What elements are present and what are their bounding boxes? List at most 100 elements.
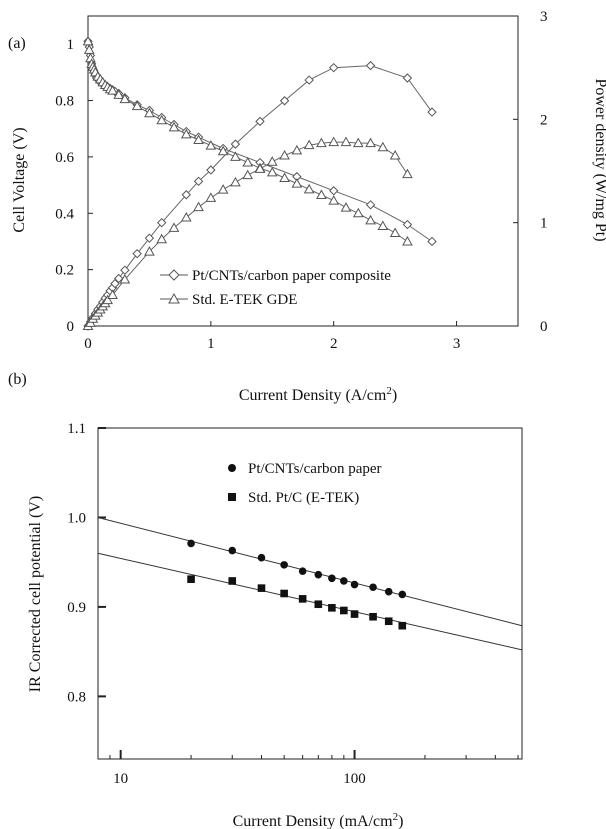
power-point-composite bbox=[329, 62, 339, 73]
panel-b-y-axis-label: IR Corrected cell potential (V) bbox=[27, 496, 44, 692]
voltage-point-etek bbox=[389, 227, 401, 237]
panel-a-series bbox=[82, 35, 437, 331]
voltage-point-etek bbox=[303, 183, 315, 194]
data-point-std-ptc bbox=[187, 575, 195, 583]
power-point-etek bbox=[156, 233, 168, 244]
data-point-pt-cnts bbox=[384, 587, 393, 596]
power-point-etek bbox=[107, 289, 118, 299]
voltage-point-composite bbox=[427, 236, 437, 247]
legend-marker-diamond bbox=[168, 269, 180, 281]
power-point-etek bbox=[365, 137, 376, 148]
legend-marker-square bbox=[228, 493, 236, 501]
data-point-std-ptc bbox=[398, 621, 407, 630]
voltage-point-composite bbox=[365, 200, 376, 210]
voltage-point-etek bbox=[328, 195, 340, 205]
data-point-pt-cnts bbox=[398, 590, 407, 599]
voltage-point-etek bbox=[107, 85, 118, 95]
x-tick-label: 2 bbox=[330, 336, 338, 352]
voltage-point-etek bbox=[83, 44, 95, 54]
data-point-pt-cnts bbox=[340, 577, 348, 585]
power-point-composite bbox=[255, 116, 265, 127]
y-tick-label: 0.8 bbox=[67, 689, 86, 705]
data-point-std-ptc bbox=[228, 577, 237, 585]
fit-line-std-ptc bbox=[97, 552, 523, 651]
voltage-point-etek bbox=[168, 121, 180, 132]
power-point-composite bbox=[120, 265, 130, 275]
y-tick-label: 1.1 bbox=[67, 421, 86, 437]
panel-a-x-axis-label: Current Density (A/cm2) bbox=[239, 385, 397, 404]
data-point-std-ptc bbox=[350, 610, 359, 618]
power-point-etek bbox=[389, 149, 401, 160]
power-point-composite bbox=[181, 190, 191, 200]
power-point-etek bbox=[119, 273, 131, 284]
power-point-composite bbox=[114, 273, 124, 284]
legend-label-composite: Pt/CNTs/carbon paper composite bbox=[192, 268, 391, 284]
voltage-point-etek bbox=[131, 100, 143, 111]
voltage-point-etek bbox=[205, 140, 217, 150]
power-point-composite bbox=[402, 73, 413, 83]
y2-tick-label: 0 bbox=[540, 319, 548, 335]
power-point-composite bbox=[230, 139, 241, 149]
data-point-std-ptc bbox=[257, 584, 266, 592]
data-point-pt-cnts bbox=[187, 539, 195, 548]
power-point-etek bbox=[102, 294, 114, 305]
y-tick-label: 1.0 bbox=[67, 510, 86, 526]
power-point-etek bbox=[242, 169, 254, 180]
panel-b-x-ticks: 10 100 bbox=[109, 750, 519, 787]
legend-label-pt-cnts: Pt/CNTs/carbon paper bbox=[248, 461, 382, 477]
y-tick-label: 0.8 bbox=[55, 94, 74, 110]
data-point-std-ptc bbox=[384, 617, 393, 626]
voltage-point-etek bbox=[316, 189, 327, 199]
power-point-etek bbox=[254, 163, 266, 173]
data-point-std-ptc bbox=[314, 600, 323, 609]
panel-a-y2-ticks: 0 1 2 3 bbox=[513, 9, 548, 335]
panel-a-label: (a) bbox=[8, 35, 26, 52]
power-point-etek bbox=[328, 136, 340, 147]
panel-a: (a) 0 1 2 3 0 0.2 0.4 0.6 0.8 1 0 1 2 3 Current Den… bbox=[8, 9, 606, 404]
power-point-composite bbox=[365, 60, 376, 71]
panel-b-plot-frame bbox=[97, 427, 523, 760]
power-point-etek bbox=[205, 192, 217, 202]
power-point-composite bbox=[427, 107, 437, 117]
voltage-point-etek bbox=[365, 214, 376, 225]
fit-line-pt-cnts bbox=[97, 516, 523, 627]
data-point-pt-cnts bbox=[298, 567, 307, 575]
voltage-point-etek bbox=[144, 107, 155, 118]
data-point-pt-cnts bbox=[328, 574, 336, 583]
y-tick-label: 0.6 bbox=[55, 150, 74, 166]
x-tick-label: 10 bbox=[113, 771, 128, 787]
power-point-etek bbox=[377, 141, 389, 152]
power-point-etek bbox=[352, 137, 364, 148]
voltage-point-etek bbox=[266, 166, 278, 177]
power-point-etek bbox=[340, 136, 352, 147]
voltage-point-etek bbox=[230, 151, 241, 161]
power-point-composite bbox=[110, 278, 120, 289]
y2-tick-label: 3 bbox=[540, 9, 548, 25]
panel-b-legend: Pt/CNTs/carbon paper Std. Pt/C (E-TEK) bbox=[228, 461, 382, 506]
panel-b-y-ticks: 0.8 0.9 1.0 1.1 bbox=[67, 421, 106, 705]
power-point-composite bbox=[144, 233, 155, 243]
power-point-composite bbox=[132, 248, 142, 259]
data-point-pt-cnts bbox=[350, 580, 359, 589]
data-point-std-ptc bbox=[298, 595, 307, 603]
legend-marker-circle bbox=[228, 464, 236, 472]
panel-b-label: (b) bbox=[8, 371, 27, 388]
voltage-point-etek bbox=[193, 134, 204, 144]
x-tick-label: 3 bbox=[453, 336, 461, 352]
power-point-etek bbox=[217, 184, 229, 194]
power-point-composite bbox=[279, 96, 290, 106]
y-tick-label: 0 bbox=[67, 319, 75, 335]
voltage-point-etek bbox=[242, 157, 254, 167]
legend-marker-triangle bbox=[168, 292, 180, 304]
y-tick-label: 0.9 bbox=[67, 600, 86, 616]
power-point-etek bbox=[193, 201, 204, 212]
data-point-std-ptc bbox=[340, 606, 348, 615]
voltage-point-etek bbox=[119, 93, 131, 104]
voltage-point-etek bbox=[156, 114, 168, 125]
panel-a-plot-frame bbox=[87, 15, 519, 327]
power-point-etek bbox=[279, 149, 290, 160]
legend-label-std-ptc: Std. Pt/C (E-TEK) bbox=[248, 490, 359, 506]
voltage-point-etek bbox=[180, 128, 192, 139]
power-point-etek bbox=[180, 211, 192, 222]
